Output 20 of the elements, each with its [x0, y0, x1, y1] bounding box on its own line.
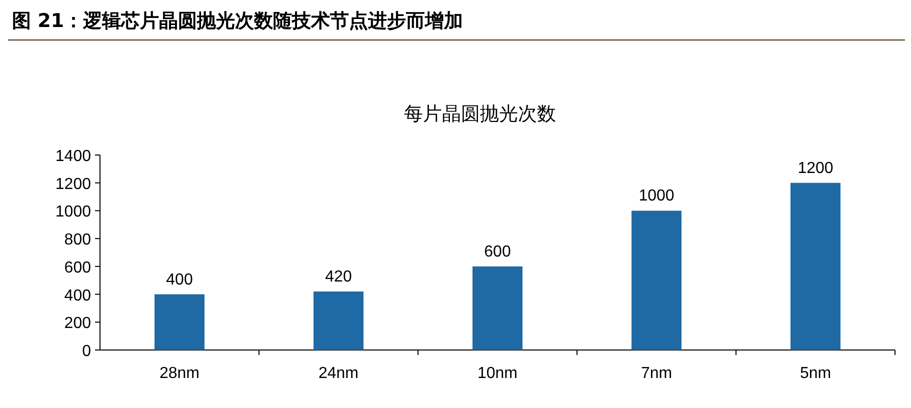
data-label: 400: [166, 271, 193, 288]
y-tick-label: 600: [64, 259, 92, 276]
data-label: 600: [484, 243, 511, 260]
x-tick-label: 10nm: [477, 365, 518, 382]
chart-subtitle: 每片晶圆抛光次数: [404, 103, 556, 125]
y-tick-label: 400: [64, 287, 92, 304]
data-label: 1200: [798, 160, 834, 177]
y-tick-label: 1000: [55, 204, 92, 221]
y-tick-label: 200: [64, 315, 92, 332]
x-tick-label: 7nm: [640, 365, 672, 382]
data-label: 420: [325, 268, 352, 286]
x-tick-label: 5nm: [800, 365, 832, 382]
chart-title: 图 21：逻辑芯片晶圆抛光次数随技术节点进步而增加: [12, 10, 464, 32]
y-tick-label: 0: [82, 343, 92, 360]
x-tick-label: 28nm: [159, 365, 200, 382]
data-label: 1000: [638, 188, 674, 205]
y-tick-label: 1200: [55, 176, 92, 193]
y-tick-label: 800: [64, 232, 92, 249]
y-tick-label: 1400: [55, 148, 92, 165]
x-tick-label: 24nm: [318, 365, 359, 382]
